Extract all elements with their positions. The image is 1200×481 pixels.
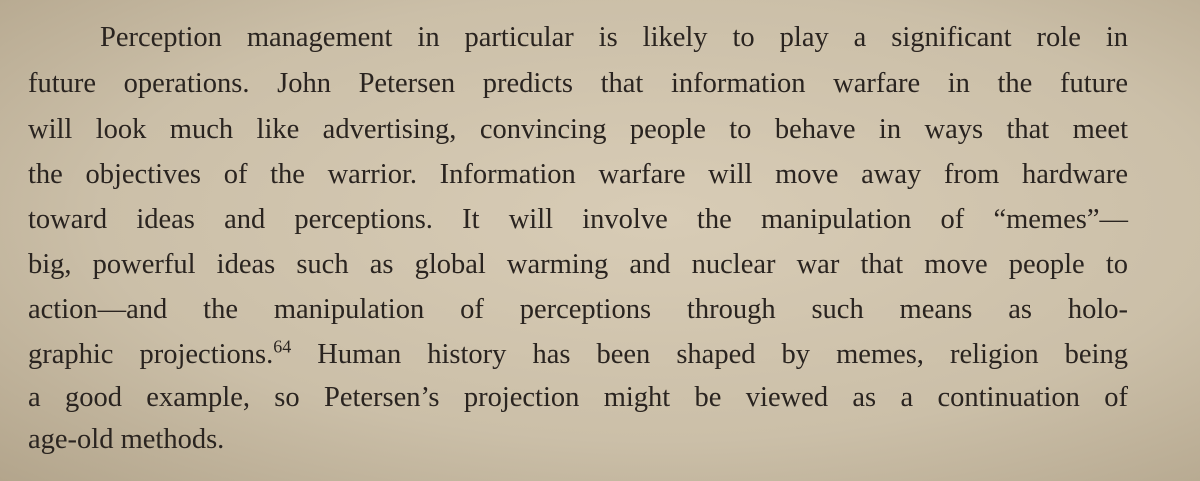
text-line: action—and the manipulation of perceptio… bbox=[28, 294, 1128, 325]
text-line: graphic projections.64 Human history has… bbox=[28, 337, 1128, 373]
text-line: a good example, so Petersen’s projection… bbox=[28, 382, 1128, 413]
text-line: big, powerful ideas such as global warmi… bbox=[28, 249, 1128, 280]
text-line: the objectives of the warrior. Informati… bbox=[28, 159, 1128, 190]
text-fragment: graphic projections. bbox=[28, 339, 274, 370]
text-line: Perception management in particular is l… bbox=[100, 22, 1128, 53]
footnote-ref: 64 bbox=[273, 336, 292, 357]
text-line: toward ideas and perceptions. It will in… bbox=[28, 204, 1128, 235]
text-fragment: Human history has been shaped by memes, … bbox=[291, 339, 1128, 370]
text-line: future operations. John Petersen predict… bbox=[28, 68, 1128, 99]
text-line: age-old methods. bbox=[28, 424, 225, 455]
text-line: will look much like advertising, convinc… bbox=[28, 114, 1128, 145]
